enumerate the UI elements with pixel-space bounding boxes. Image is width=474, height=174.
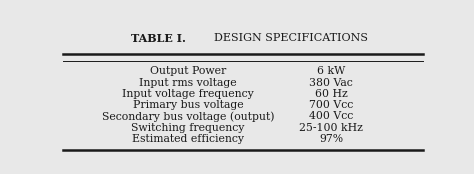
Text: Input rms voltage: Input rms voltage [139,78,237,88]
Text: 400 Vcc: 400 Vcc [309,111,353,121]
Text: 380 Vac: 380 Vac [309,78,353,88]
Text: Estimated efficiency: Estimated efficiency [132,134,244,144]
Text: 25-100 kHz: 25-100 kHz [299,122,363,133]
Text: DESIGN SPECIFICATIONS: DESIGN SPECIFICATIONS [214,33,368,43]
Text: 60 Hz: 60 Hz [315,89,347,99]
Text: Output Power: Output Power [150,66,226,76]
Text: 97%: 97% [319,134,343,144]
Text: 6 kW: 6 kW [317,66,345,76]
Text: 700 Vcc: 700 Vcc [309,100,353,110]
Text: TABLE I.: TABLE I. [131,33,186,44]
Text: Switching frequency: Switching frequency [131,122,245,133]
Text: Secondary bus voltage (output): Secondary bus voltage (output) [101,111,274,122]
Text: Primary bus voltage: Primary bus voltage [133,100,243,110]
Text: Input voltage frequency: Input voltage frequency [122,89,254,99]
